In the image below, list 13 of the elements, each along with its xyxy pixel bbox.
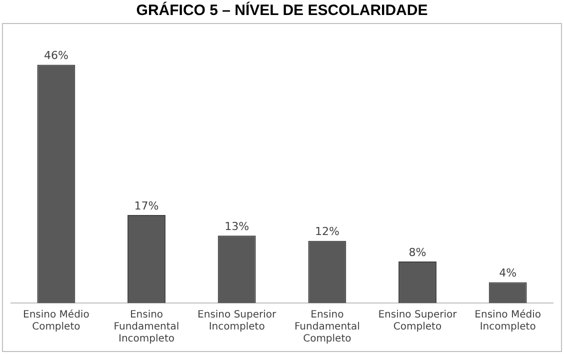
data-label: 17% [134,199,159,212]
data-label: 46% [44,49,68,62]
x-tick-label: Ensino Médio Incompleto [474,310,541,333]
data-label: 4% [499,266,517,280]
x-tick-label: Ensino Superior Completo [378,310,458,333]
data-label: 12% [314,225,340,238]
x-tick-label: Ensino Fundamental Completo [294,310,360,345]
x-tick-label: Ensino Superior Incompleto [198,310,278,333]
x-tick-label: Ensino Médio Completo [23,310,90,333]
chart-title: GRÁFICO 5 – NÍVEL DE ESCOLARIDADE [135,2,429,19]
x-tick-label: Ensino Fundamental Incompleto [114,310,180,345]
data-label: 13% [224,220,250,234]
data-label: 8% [408,246,426,259]
